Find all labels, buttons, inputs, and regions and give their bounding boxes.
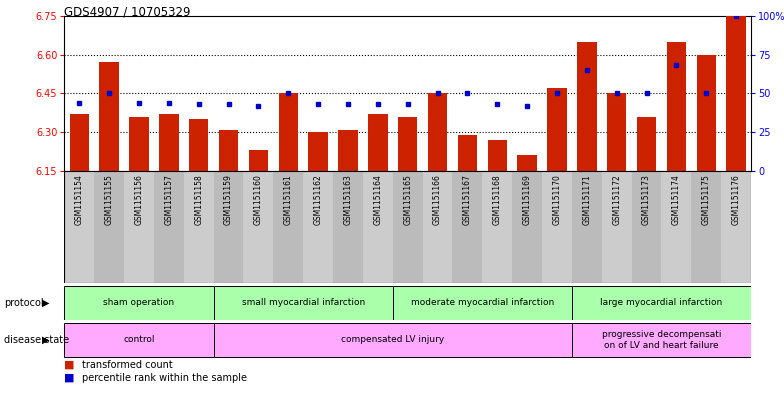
Bar xyxy=(517,156,537,171)
Text: control: control xyxy=(123,336,154,344)
Text: GSM1151164: GSM1151164 xyxy=(373,174,383,225)
Bar xyxy=(721,171,751,283)
Bar xyxy=(398,117,417,171)
Bar xyxy=(100,62,119,171)
Text: ▶: ▶ xyxy=(42,298,49,308)
Bar xyxy=(333,171,363,283)
Bar xyxy=(572,323,751,357)
Text: GSM1151159: GSM1151159 xyxy=(224,174,233,225)
Text: GSM1151173: GSM1151173 xyxy=(642,174,651,225)
Bar xyxy=(428,93,447,171)
Text: percentile rank within the sample: percentile rank within the sample xyxy=(82,373,246,383)
Text: moderate myocardial infarction: moderate myocardial infarction xyxy=(411,298,554,307)
Bar xyxy=(64,323,213,357)
Text: GSM1151166: GSM1151166 xyxy=(433,174,442,225)
Text: ■: ■ xyxy=(64,373,74,383)
Bar xyxy=(70,114,89,171)
Bar xyxy=(189,119,209,171)
Text: GSM1151156: GSM1151156 xyxy=(134,174,143,225)
Bar xyxy=(154,171,183,283)
Text: GSM1151161: GSM1151161 xyxy=(284,174,292,225)
Bar xyxy=(213,171,244,283)
Text: GSM1151155: GSM1151155 xyxy=(104,174,114,225)
Text: transformed count: transformed count xyxy=(82,360,172,370)
Bar xyxy=(94,171,124,283)
Text: ■: ■ xyxy=(64,360,74,370)
Bar xyxy=(482,171,512,283)
Text: GSM1151163: GSM1151163 xyxy=(343,174,353,225)
Bar xyxy=(308,132,328,171)
Text: ▶: ▶ xyxy=(42,335,49,345)
Bar xyxy=(637,117,656,171)
Bar xyxy=(572,286,751,320)
Bar xyxy=(488,140,507,171)
Bar xyxy=(423,171,452,283)
Bar xyxy=(542,171,572,283)
Bar xyxy=(452,171,482,283)
Bar xyxy=(278,93,298,171)
Bar xyxy=(338,130,358,171)
Text: large myocardial infarction: large myocardial infarction xyxy=(601,298,723,307)
Text: GSM1151171: GSM1151171 xyxy=(583,174,591,225)
Text: GSM1151170: GSM1151170 xyxy=(553,174,561,225)
Bar xyxy=(607,93,626,171)
Bar xyxy=(458,135,477,171)
Bar xyxy=(512,171,542,283)
Bar xyxy=(213,323,572,357)
Bar xyxy=(64,171,94,283)
Bar xyxy=(64,286,213,320)
Bar xyxy=(363,171,393,283)
Bar xyxy=(124,171,154,283)
Text: GDS4907 / 10705329: GDS4907 / 10705329 xyxy=(64,6,191,19)
Bar xyxy=(572,171,602,283)
Bar xyxy=(632,171,662,283)
Text: GSM1151157: GSM1151157 xyxy=(165,174,173,225)
Bar xyxy=(219,130,238,171)
Text: small myocardial infarction: small myocardial infarction xyxy=(241,298,365,307)
Text: disease state: disease state xyxy=(4,335,69,345)
Text: compensated LV injury: compensated LV injury xyxy=(341,336,445,344)
Bar xyxy=(159,114,179,171)
Bar xyxy=(183,171,213,283)
Bar xyxy=(274,171,303,283)
Text: GSM1151169: GSM1151169 xyxy=(523,174,532,225)
Text: GSM1151154: GSM1151154 xyxy=(74,174,84,225)
Bar xyxy=(129,117,149,171)
Bar xyxy=(691,171,721,283)
Bar xyxy=(727,16,746,171)
Text: GSM1151160: GSM1151160 xyxy=(254,174,263,225)
Text: GSM1151167: GSM1151167 xyxy=(463,174,472,225)
Bar xyxy=(249,150,268,171)
Bar xyxy=(662,171,691,283)
Text: GSM1151174: GSM1151174 xyxy=(672,174,681,225)
Text: sham operation: sham operation xyxy=(103,298,175,307)
Bar xyxy=(368,114,387,171)
Bar xyxy=(303,171,333,283)
Bar xyxy=(393,286,572,320)
Bar xyxy=(577,42,597,171)
Bar xyxy=(244,171,274,283)
Bar xyxy=(547,88,567,171)
Text: GSM1151158: GSM1151158 xyxy=(194,174,203,225)
Text: protocol: protocol xyxy=(4,298,44,308)
Text: GSM1151168: GSM1151168 xyxy=(493,174,502,225)
Text: progressive decompensati
on of LV and heart failure: progressive decompensati on of LV and he… xyxy=(602,330,721,350)
Text: GSM1151175: GSM1151175 xyxy=(702,174,711,225)
Text: GSM1151176: GSM1151176 xyxy=(731,174,741,225)
Text: GSM1151165: GSM1151165 xyxy=(403,174,412,225)
Bar xyxy=(213,286,393,320)
Text: GSM1151172: GSM1151172 xyxy=(612,174,621,225)
Bar xyxy=(393,171,423,283)
Bar xyxy=(696,55,716,171)
Bar xyxy=(666,42,686,171)
Bar xyxy=(602,171,632,283)
Text: GSM1151162: GSM1151162 xyxy=(314,174,322,225)
